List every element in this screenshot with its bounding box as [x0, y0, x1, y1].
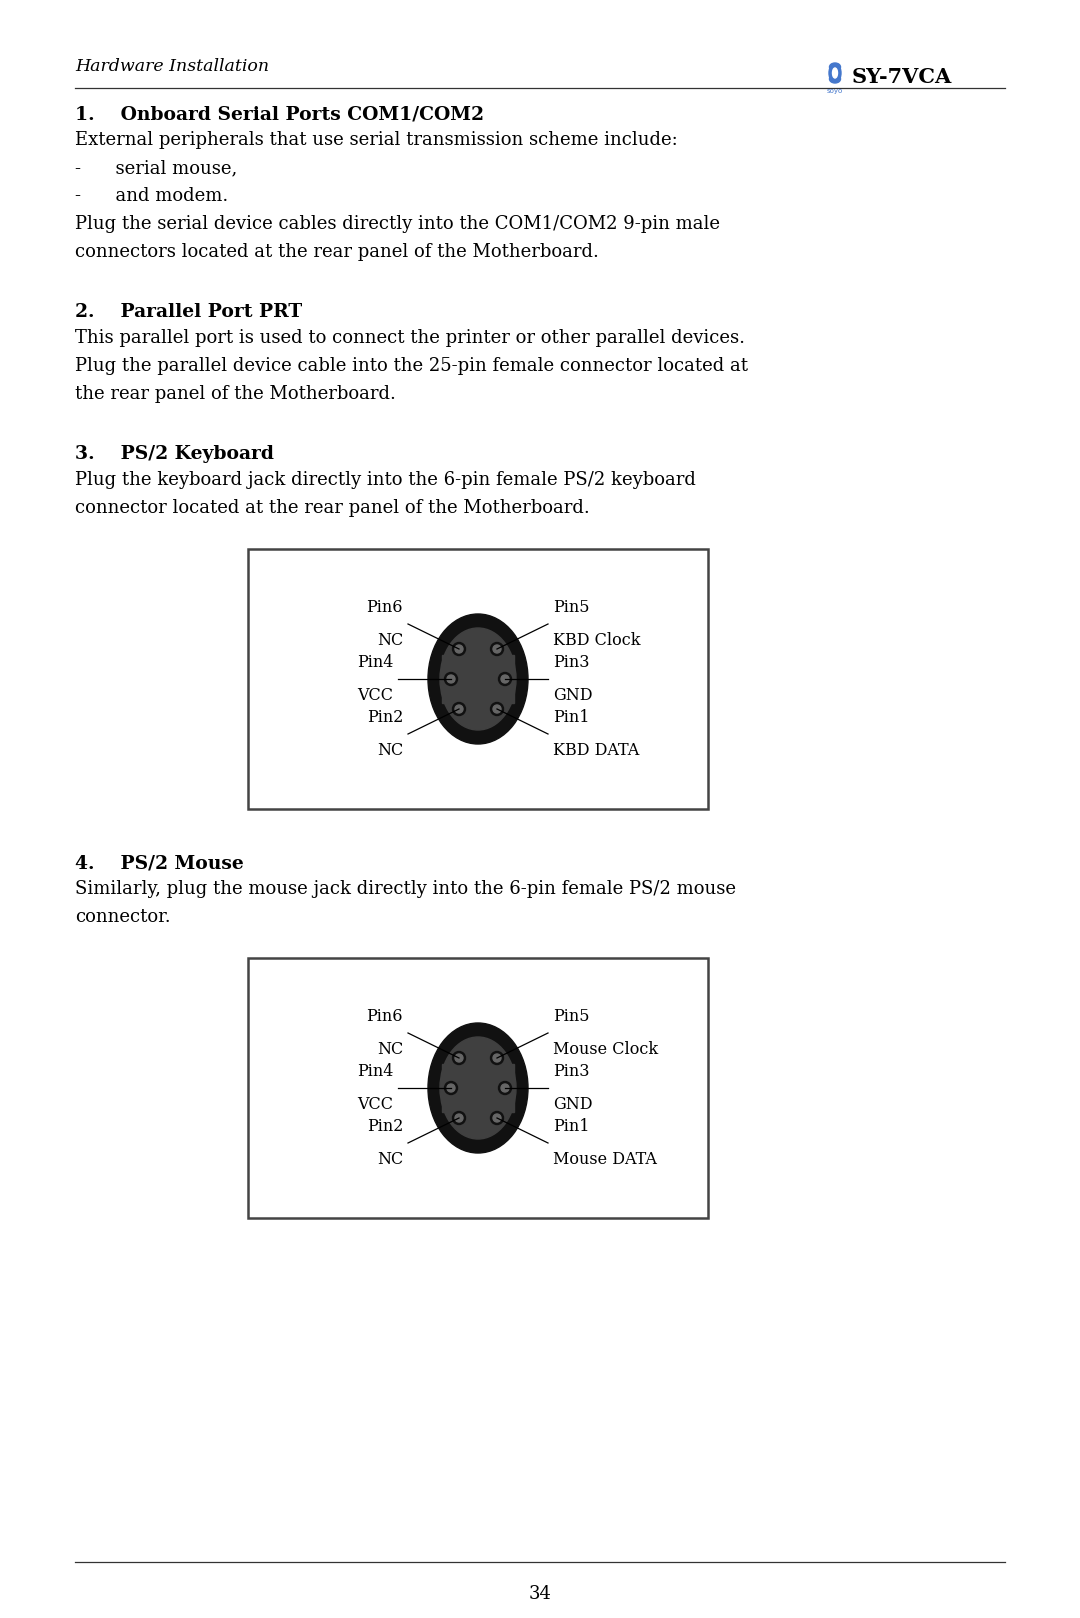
Ellipse shape [829, 66, 835, 79]
Ellipse shape [501, 675, 509, 683]
Text: the rear panel of the Motherboard.: the rear panel of the Motherboard. [75, 385, 396, 403]
Text: Pin4: Pin4 [356, 654, 393, 671]
Text: Hardware Installation: Hardware Installation [75, 58, 269, 74]
Ellipse shape [490, 642, 503, 655]
Bar [248, 549, 708, 809]
Text: 3.    PS/2 Keyboard: 3. PS/2 Keyboard [75, 445, 274, 463]
Ellipse shape [829, 74, 840, 83]
Text: 34: 34 [528, 1586, 552, 1603]
Ellipse shape [447, 675, 455, 683]
Text: Pin3: Pin3 [553, 654, 590, 671]
Text: connector.: connector. [75, 908, 171, 925]
Ellipse shape [455, 1115, 463, 1121]
Bar [470, 702, 486, 717]
Text: KBD Clock: KBD Clock [553, 633, 640, 649]
Text: Mouse Clock: Mouse Clock [553, 1040, 658, 1058]
Ellipse shape [835, 66, 841, 79]
Text: connector located at the rear panel of the Motherboard.: connector located at the rear panel of t… [75, 498, 590, 518]
Text: Mouse DATA: Mouse DATA [553, 1150, 657, 1168]
Text: -      serial mouse,: - serial mouse, [75, 159, 238, 176]
Ellipse shape [490, 1052, 503, 1065]
Ellipse shape [499, 1081, 512, 1094]
Ellipse shape [492, 1053, 501, 1061]
Text: Pin1: Pin1 [553, 709, 590, 726]
Text: Pin5: Pin5 [553, 599, 590, 616]
Ellipse shape [428, 613, 528, 744]
Text: soyo: soyo [827, 87, 843, 94]
Ellipse shape [455, 646, 463, 654]
Bar [442, 655, 458, 671]
Ellipse shape [445, 673, 458, 686]
Ellipse shape [499, 673, 512, 686]
Ellipse shape [490, 1112, 503, 1125]
Ellipse shape [492, 1115, 501, 1121]
Ellipse shape [492, 646, 501, 654]
Text: -      and modem.: - and modem. [75, 188, 228, 205]
Bar [498, 655, 514, 671]
Text: NC: NC [377, 743, 403, 759]
Ellipse shape [492, 705, 501, 714]
Text: Pin4: Pin4 [356, 1063, 393, 1079]
Bar [442, 688, 458, 702]
Bar [470, 641, 486, 657]
Text: GND: GND [553, 688, 593, 704]
Ellipse shape [453, 702, 465, 715]
Text: NC: NC [377, 1150, 403, 1168]
Text: VCC: VCC [357, 1095, 393, 1113]
Ellipse shape [453, 1052, 465, 1065]
Ellipse shape [428, 1023, 528, 1154]
Bar [248, 958, 708, 1218]
Bar [470, 1050, 486, 1066]
Bar [498, 1065, 514, 1079]
Ellipse shape [455, 1053, 463, 1061]
Text: 4.    PS/2 Mouse: 4. PS/2 Mouse [75, 854, 244, 872]
Bar [442, 1095, 458, 1112]
Text: Pin1: Pin1 [553, 1118, 590, 1134]
Text: Pin2: Pin2 [366, 1118, 403, 1134]
Text: Plug the serial device cables directly into the COM1/COM2 9-pin male: Plug the serial device cables directly i… [75, 215, 720, 233]
Ellipse shape [453, 1112, 465, 1125]
Text: This parallel port is used to connect the printer or other parallel devices.: This parallel port is used to connect th… [75, 328, 745, 346]
Ellipse shape [440, 1037, 516, 1139]
Text: Pin6: Pin6 [366, 599, 403, 616]
Ellipse shape [501, 1084, 509, 1092]
Bar [470, 1112, 486, 1126]
Ellipse shape [833, 68, 837, 78]
Text: 1.    Onboard Serial Ports COM1/COM2: 1. Onboard Serial Ports COM1/COM2 [75, 105, 484, 123]
Text: VCC: VCC [357, 688, 393, 704]
Ellipse shape [440, 628, 516, 730]
Text: connectors located at the rear panel of the Motherboard.: connectors located at the rear panel of … [75, 243, 599, 260]
Text: NC: NC [377, 633, 403, 649]
Text: Pin5: Pin5 [553, 1008, 590, 1024]
Text: External peripherals that use serial transmission scheme include:: External peripherals that use serial tra… [75, 131, 678, 149]
Ellipse shape [490, 702, 503, 715]
Ellipse shape [829, 63, 840, 71]
Text: Pin3: Pin3 [553, 1063, 590, 1079]
Text: 2.    Parallel Port PRT: 2. Parallel Port PRT [75, 303, 302, 320]
Text: Similarly, plug the mouse jack directly into the 6-pin female PS/2 mouse: Similarly, plug the mouse jack directly … [75, 880, 735, 898]
Text: SY-7VCA: SY-7VCA [852, 66, 953, 87]
Bar [498, 1095, 514, 1112]
Text: KBD DATA: KBD DATA [553, 743, 639, 759]
Bar [498, 688, 514, 702]
Text: Pin6: Pin6 [366, 1008, 403, 1024]
Ellipse shape [455, 705, 463, 714]
Text: Plug the keyboard jack directly into the 6-pin female PS/2 keyboard: Plug the keyboard jack directly into the… [75, 471, 696, 489]
Ellipse shape [453, 642, 465, 655]
Text: NC: NC [377, 1040, 403, 1058]
Ellipse shape [447, 1084, 455, 1092]
Ellipse shape [445, 1081, 458, 1094]
Text: Pin2: Pin2 [366, 709, 403, 726]
Text: Plug the parallel device cable into the 25-pin female connector located at: Plug the parallel device cable into the … [75, 358, 748, 375]
Text: GND: GND [553, 1095, 593, 1113]
Bar [442, 1065, 458, 1079]
